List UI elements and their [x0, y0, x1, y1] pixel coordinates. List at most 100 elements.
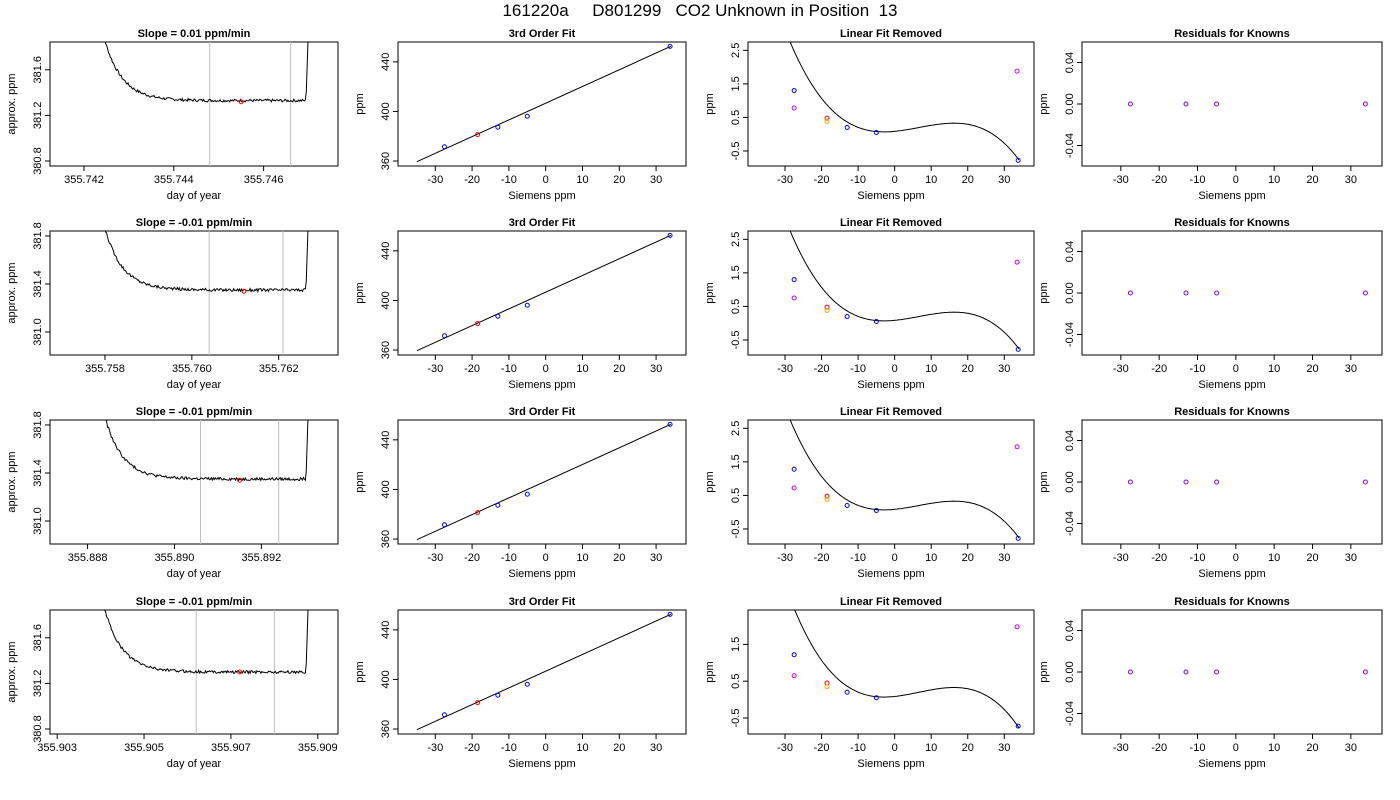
data-point [873, 695, 879, 701]
y-tick-label: 400 [380, 291, 392, 309]
y-tick-label: -0.04 [1064, 511, 1076, 536]
x-axis-label: Siemens ppm [1198, 568, 1265, 580]
x-tick-label: 30 [998, 363, 1010, 375]
y-tick-label: 400 [380, 480, 392, 498]
panel-4-2: 3rd Order Fit -30 -20 -10 0 10 20 30 360 400 440 Si… [354, 596, 687, 770]
x-tick-label: -30 [777, 363, 793, 375]
x-tick-label: 30 [1345, 552, 1357, 564]
trace-line [104, 610, 309, 675]
panel-title: Residuals for Knowns [1174, 28, 1290, 40]
panel-2-1: Slope = -0.01 ppm/min 355.758 355.760 355.7… [6, 217, 339, 391]
panel-1-2: 3rd Order Fit -30 -20 -10 0 10 20 30 360 400 440 Si… [354, 28, 687, 202]
x-tick-label: 20 [962, 363, 974, 375]
data-point [791, 652, 797, 658]
data-point [791, 466, 797, 472]
x-tick-label: 355.762 [259, 363, 299, 375]
x-tick-label: -10 [501, 174, 517, 186]
x-tick-label: -10 [501, 742, 517, 754]
x-tick-label: -20 [464, 174, 480, 186]
x-tick-label: 30 [650, 363, 662, 375]
y-axis-label: ppm [704, 661, 716, 682]
y-tick-label: 440 [380, 53, 392, 71]
panel-title: Slope = -0.01 ppm/min [136, 406, 253, 418]
x-tick-label: 10 [576, 552, 588, 564]
y-axis-label: approx. ppm [6, 262, 18, 323]
y-axis-label: ppm [704, 93, 716, 114]
y-tick-label: 440 [380, 431, 392, 449]
plot-frame [1081, 230, 1383, 356]
fit-curve [789, 420, 1020, 539]
data-point [824, 115, 830, 121]
x-axis-label: Siemens ppm [508, 379, 575, 391]
data-point [1214, 669, 1220, 675]
y-axis-label: ppm [1038, 471, 1050, 492]
fit-line [416, 423, 672, 541]
x-tick-label: -10 [501, 363, 517, 375]
x-axis-label: Siemens ppm [1198, 758, 1265, 770]
y-tick-label: 360 [380, 152, 392, 170]
data-point [873, 130, 879, 136]
data-point [844, 689, 850, 695]
plot-frame [747, 419, 1035, 545]
plot-frame [1081, 609, 1383, 735]
x-tick-label: -30 [1113, 552, 1129, 564]
data-point [1127, 669, 1133, 675]
plot-frame [747, 230, 1035, 356]
panel-3-3: Linear Fit Removed -30 -20 -10 0 10 20 30 -0.5 0.… [704, 406, 1035, 580]
y-tick-label: -0.5 [730, 709, 742, 728]
data-point [667, 611, 673, 617]
plot-frame [49, 609, 339, 735]
y-tick-label: -0.5 [730, 519, 742, 538]
data-point [1127, 290, 1133, 296]
y-tick-label: 381.6 [32, 56, 44, 84]
data-point [791, 485, 797, 491]
x-tick-label: 10 [925, 552, 937, 564]
x-tick-label: 30 [650, 552, 662, 564]
panel-3-2: 3rd Order Fit -30 -20 -10 0 10 20 30 360 400 440 Si… [354, 406, 687, 580]
y-tick-label: 0.5 [730, 674, 742, 689]
y-tick-label: 2.5 [730, 421, 742, 436]
trace-line [105, 231, 309, 293]
data-point [1214, 479, 1220, 485]
x-tick-label: 20 [1306, 363, 1318, 375]
x-tick-label: -30 [1113, 363, 1129, 375]
x-tick-label: 355.758 [85, 363, 125, 375]
data-point [524, 491, 530, 497]
x-tick-label: 355.890 [155, 552, 195, 564]
y-tick-label: 2.5 [730, 232, 742, 247]
page-title: 161220a D801299 CO2 Unknown in Position … [502, 1, 898, 20]
x-tick-label: -30 [1113, 174, 1129, 186]
panel-2-4: Residuals for Knowns -30 -20 -10 0 10 20 30 -0.0… [1038, 217, 1383, 391]
panel-title: 3rd Order Fit [509, 596, 576, 608]
x-tick-label: 355.746 [244, 174, 284, 186]
y-axis-label: ppm [1038, 282, 1050, 303]
y-tick-label: 1.5 [730, 265, 742, 280]
data-point [1183, 101, 1189, 107]
panel-2-2: 3rd Order Fit -30 -20 -10 0 10 20 30 360 400 440 Si… [354, 217, 687, 391]
x-tick-label: -20 [1151, 363, 1167, 375]
plot-frame [397, 230, 687, 356]
data-point [441, 333, 447, 339]
y-tick-label: 381.6 [32, 624, 44, 652]
y-tick-label: 381.8 [32, 411, 44, 439]
y-tick-label: 381.8 [32, 222, 44, 250]
plot-frame [49, 41, 339, 167]
data-point [495, 313, 501, 319]
data-point [1362, 669, 1368, 675]
data-point [1362, 290, 1368, 296]
panel-2-3: Linear Fit Removed -30 -20 -10 0 10 20 30 -0.5 0.… [704, 217, 1035, 391]
y-axis-label: ppm [354, 282, 366, 303]
data-point [495, 502, 501, 508]
data-point [524, 681, 530, 687]
x-tick-label: -10 [850, 174, 866, 186]
y-tick-label: 381.0 [32, 507, 44, 535]
y-tick-label: 380.8 [32, 147, 44, 175]
panel-4-1: Slope = -0.01 ppm/min 355.903 355.905 355.9… [6, 596, 339, 770]
data-point [475, 700, 481, 706]
x-tick-label: 355.744 [154, 174, 194, 186]
x-tick-label: 30 [650, 174, 662, 186]
x-tick-label: 20 [962, 552, 974, 564]
data-point [1183, 669, 1189, 675]
x-axis-label: day of year [167, 758, 222, 770]
x-tick-label: 355.907 [211, 742, 251, 754]
